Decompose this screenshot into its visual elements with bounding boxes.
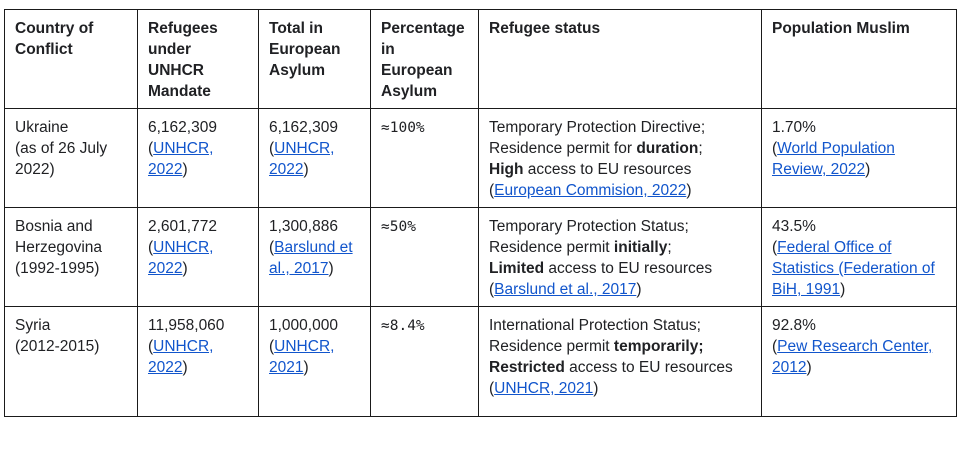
total-value: 6,162,309 [269, 119, 338, 136]
status-cell: Temporary Protection Directive; Residenc… [478, 108, 762, 208]
citation-link[interactable]: UNHCR, 2021 [494, 380, 594, 397]
citation-link[interactable]: Barslund et al., 2017 [269, 239, 353, 277]
status-emphasis: duration [636, 140, 699, 157]
total-cell: 6,162,309 (UNHCR, 2022) [258, 108, 371, 208]
refugees-value: 2,601,772 [148, 218, 217, 235]
country-cell: Syria (2012-2015) [4, 306, 138, 417]
country-note: (1992-1995) [15, 260, 100, 277]
percentage-cell: ≈8.4% [370, 306, 479, 417]
table-header-row: Country of Conflict Refugees under UNHCR… [4, 9, 957, 109]
status-line: access to EU resources [523, 161, 692, 178]
status-line: Residence permit for [489, 140, 637, 157]
status-line: access to EU resources [564, 359, 733, 376]
table-row: Syria (2012-2015) 11,958,060 (UNHCR, 2022… [4, 306, 957, 417]
header-total: Total in European Asylum [258, 9, 371, 109]
refugees-value: 11,958,060 [148, 317, 225, 334]
refugees-cell: 2,601,772 (UNHCR, 2022) [137, 207, 259, 307]
country-name: Ukraine [15, 119, 69, 136]
status-line: Temporary Protection Directive; [489, 119, 706, 136]
country-name: Syria [15, 317, 51, 334]
citation-link[interactable]: UNHCR, 2022 [269, 140, 335, 178]
status-line: ; [698, 140, 703, 157]
total-value: 1,300,886 [269, 218, 338, 235]
refugees-cell: 6,162,309 (UNHCR, 2022) [137, 108, 259, 208]
status-emphasis: High [489, 161, 524, 178]
percentage-value: ≈100% [381, 120, 425, 136]
percentage-cell: ≈100% [370, 108, 479, 208]
total-value: 1,000,000 [269, 317, 338, 334]
status-emphasis: initially [613, 239, 668, 256]
status-emphasis: Restricted [489, 359, 565, 376]
citation-link[interactable]: European Commision, 2022 [494, 182, 687, 199]
citation-link[interactable]: UNHCR, 2022 [148, 239, 214, 277]
citation-link[interactable]: Pew Research Center, 2012 [772, 338, 933, 376]
country-cell: Bosnia and Herzegovina (1992-1995) [4, 207, 138, 307]
status-line: Residence permit [489, 338, 614, 355]
percentage-cell: ≈50% [370, 207, 479, 307]
country-cell: Ukraine (as of 26 July 2022) [4, 108, 138, 208]
citation-link[interactable]: UNHCR, 2022 [148, 140, 214, 178]
status-line: International Protection Status; [489, 317, 701, 334]
status-line: Residence permit [489, 239, 614, 256]
citation-link[interactable]: World Population Review, 2022 [772, 140, 895, 178]
total-cell: 1,300,886 (Barslund et al., 2017) [258, 207, 371, 307]
citation-link[interactable]: UNHCR, 2021 [269, 338, 335, 376]
muslim-cell: 1.70% (World Population Review, 2022) [761, 108, 957, 208]
refugees-value: 6,162,309 [148, 119, 217, 136]
citation-link[interactable]: UNHCR, 2022 [148, 338, 214, 376]
table-row: Bosnia and Herzegovina (1992-1995) 2,601… [4, 207, 957, 307]
refugees-cell: 11,958,060 (UNHCR, 2022) [137, 306, 259, 417]
country-name: Bosnia and Herzegovina [15, 218, 103, 256]
status-emphasis: temporarily; [613, 338, 704, 355]
table-row: Ukraine (as of 26 July 2022) 6,162,309 (U… [4, 108, 957, 208]
country-note: (as of 26 July 2022) [15, 140, 108, 178]
total-cell: 1,000,000 (UNHCR, 2021) [258, 306, 371, 417]
country-note: (2012-2015) [15, 338, 100, 355]
header-refugees: Refugees under UNHCR Mandate [137, 9, 259, 109]
percentage-value: ≈8.4% [381, 318, 425, 334]
percentage-value: ≈50% [381, 219, 416, 235]
muslim-value: 92.8% [772, 317, 816, 334]
status-cell: Temporary Protection Status; Residence p… [478, 207, 762, 307]
status-cell: International Protection Status; Residen… [478, 306, 762, 417]
status-line: access to EU resources [544, 260, 713, 277]
header-muslim: Population Muslim [761, 9, 957, 109]
muslim-cell: 43.5% (Federal Office of Statistics (Fede… [761, 207, 957, 307]
refugee-comparison-table: Country of Conflict Refugees under UNHCR… [4, 9, 957, 417]
header-percentage: Percentage in European Asylum [370, 9, 479, 109]
muslim-cell: 92.8% (Pew Research Center, 2012) [761, 306, 957, 417]
muslim-value: 1.70% [772, 119, 816, 136]
status-line: Temporary Protection Status; [489, 218, 689, 235]
muslim-value: 43.5% [772, 218, 816, 235]
status-line: ; [667, 239, 672, 256]
header-status: Refugee status [478, 9, 762, 109]
citation-link[interactable]: Barslund et al., 2017 [494, 281, 637, 298]
citation-link[interactable]: Federal Office of Statistics (Federation… [772, 239, 935, 298]
status-emphasis: Limited [489, 260, 545, 277]
header-country: Country of Conflict [4, 9, 138, 109]
